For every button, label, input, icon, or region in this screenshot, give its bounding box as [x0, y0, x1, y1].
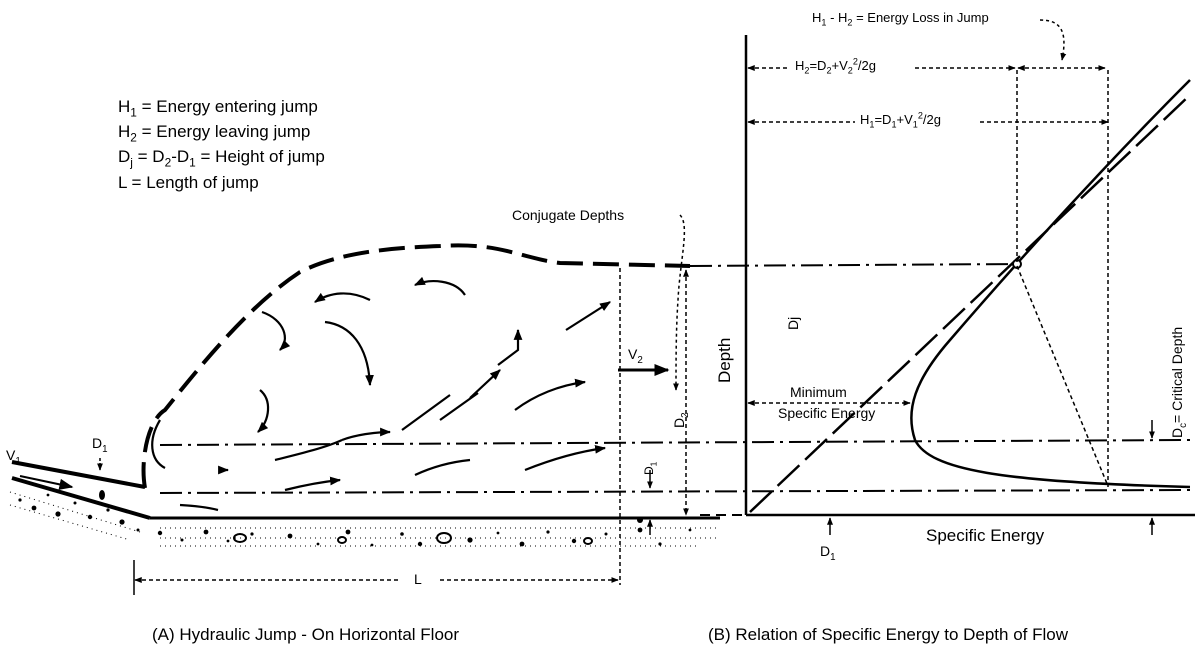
min-energy-label-2: Specific Energy [778, 405, 876, 421]
45-degree-line [749, 94, 1191, 513]
roller-arrows [151, 276, 611, 512]
v1-arrow [19, 475, 74, 490]
floor-gravel [18, 490, 692, 547]
legend-dj: Dj = D2-D1 = Height of jump [118, 147, 325, 170]
legend-l: L = Length of jump [118, 173, 259, 192]
jump-diagonal [1016, 265, 1109, 487]
panel-a-jump [9, 214, 1191, 595]
legend-h2: H2 = Energy leaving jump [118, 122, 311, 145]
panel-b-energy [700, 19, 1195, 535]
caption-a: (A) Hydraulic Jump - On Horizontal Floor [152, 625, 460, 644]
d1-projection-line [159, 489, 1191, 494]
critical-depth-line [159, 439, 1191, 446]
energy-loss-label: H1 - H2 = Energy Loss in Jump [812, 10, 989, 28]
v1-label: V1 [6, 447, 21, 467]
d2-projection-line [689, 263, 1021, 267]
specific-energy-curve [910, 79, 1191, 489]
caption-b: (B) Relation of Specific Energy to Depth… [708, 625, 1068, 644]
d1-b-label: D1 [820, 543, 836, 563]
min-energy-label-1: Minimum [790, 384, 847, 400]
dj-label: Dj [785, 316, 801, 330]
v2-label: V2 [628, 346, 643, 366]
h1-equation: H1=D1+V12/2g [860, 110, 941, 130]
h2-equation: H2=D2+V22/2g [795, 56, 876, 76]
jump-surface [141, 243, 691, 489]
energy-loss-leader [1039, 19, 1067, 61]
legend-h1: H1 = Energy entering jump [118, 97, 318, 120]
conjugate-depths-label: Conjugate Depths [512, 207, 625, 223]
floor-stipple [9, 491, 720, 547]
depth-axis-label: Depth [715, 337, 734, 383]
length-label: L [414, 571, 422, 587]
d2-label: D2 [671, 412, 691, 428]
d1-small-label: D1 [642, 461, 659, 475]
conjugate-depths-leader [673, 214, 686, 391]
inflow-surface-line [11, 460, 146, 489]
d1-top-label: D1 [92, 435, 108, 455]
critical-depth-label: Dc= Critical Depth [1169, 326, 1189, 438]
inflow-bed-line [11, 476, 151, 520]
specific-energy-axis-label: Specific Energy [926, 526, 1045, 545]
